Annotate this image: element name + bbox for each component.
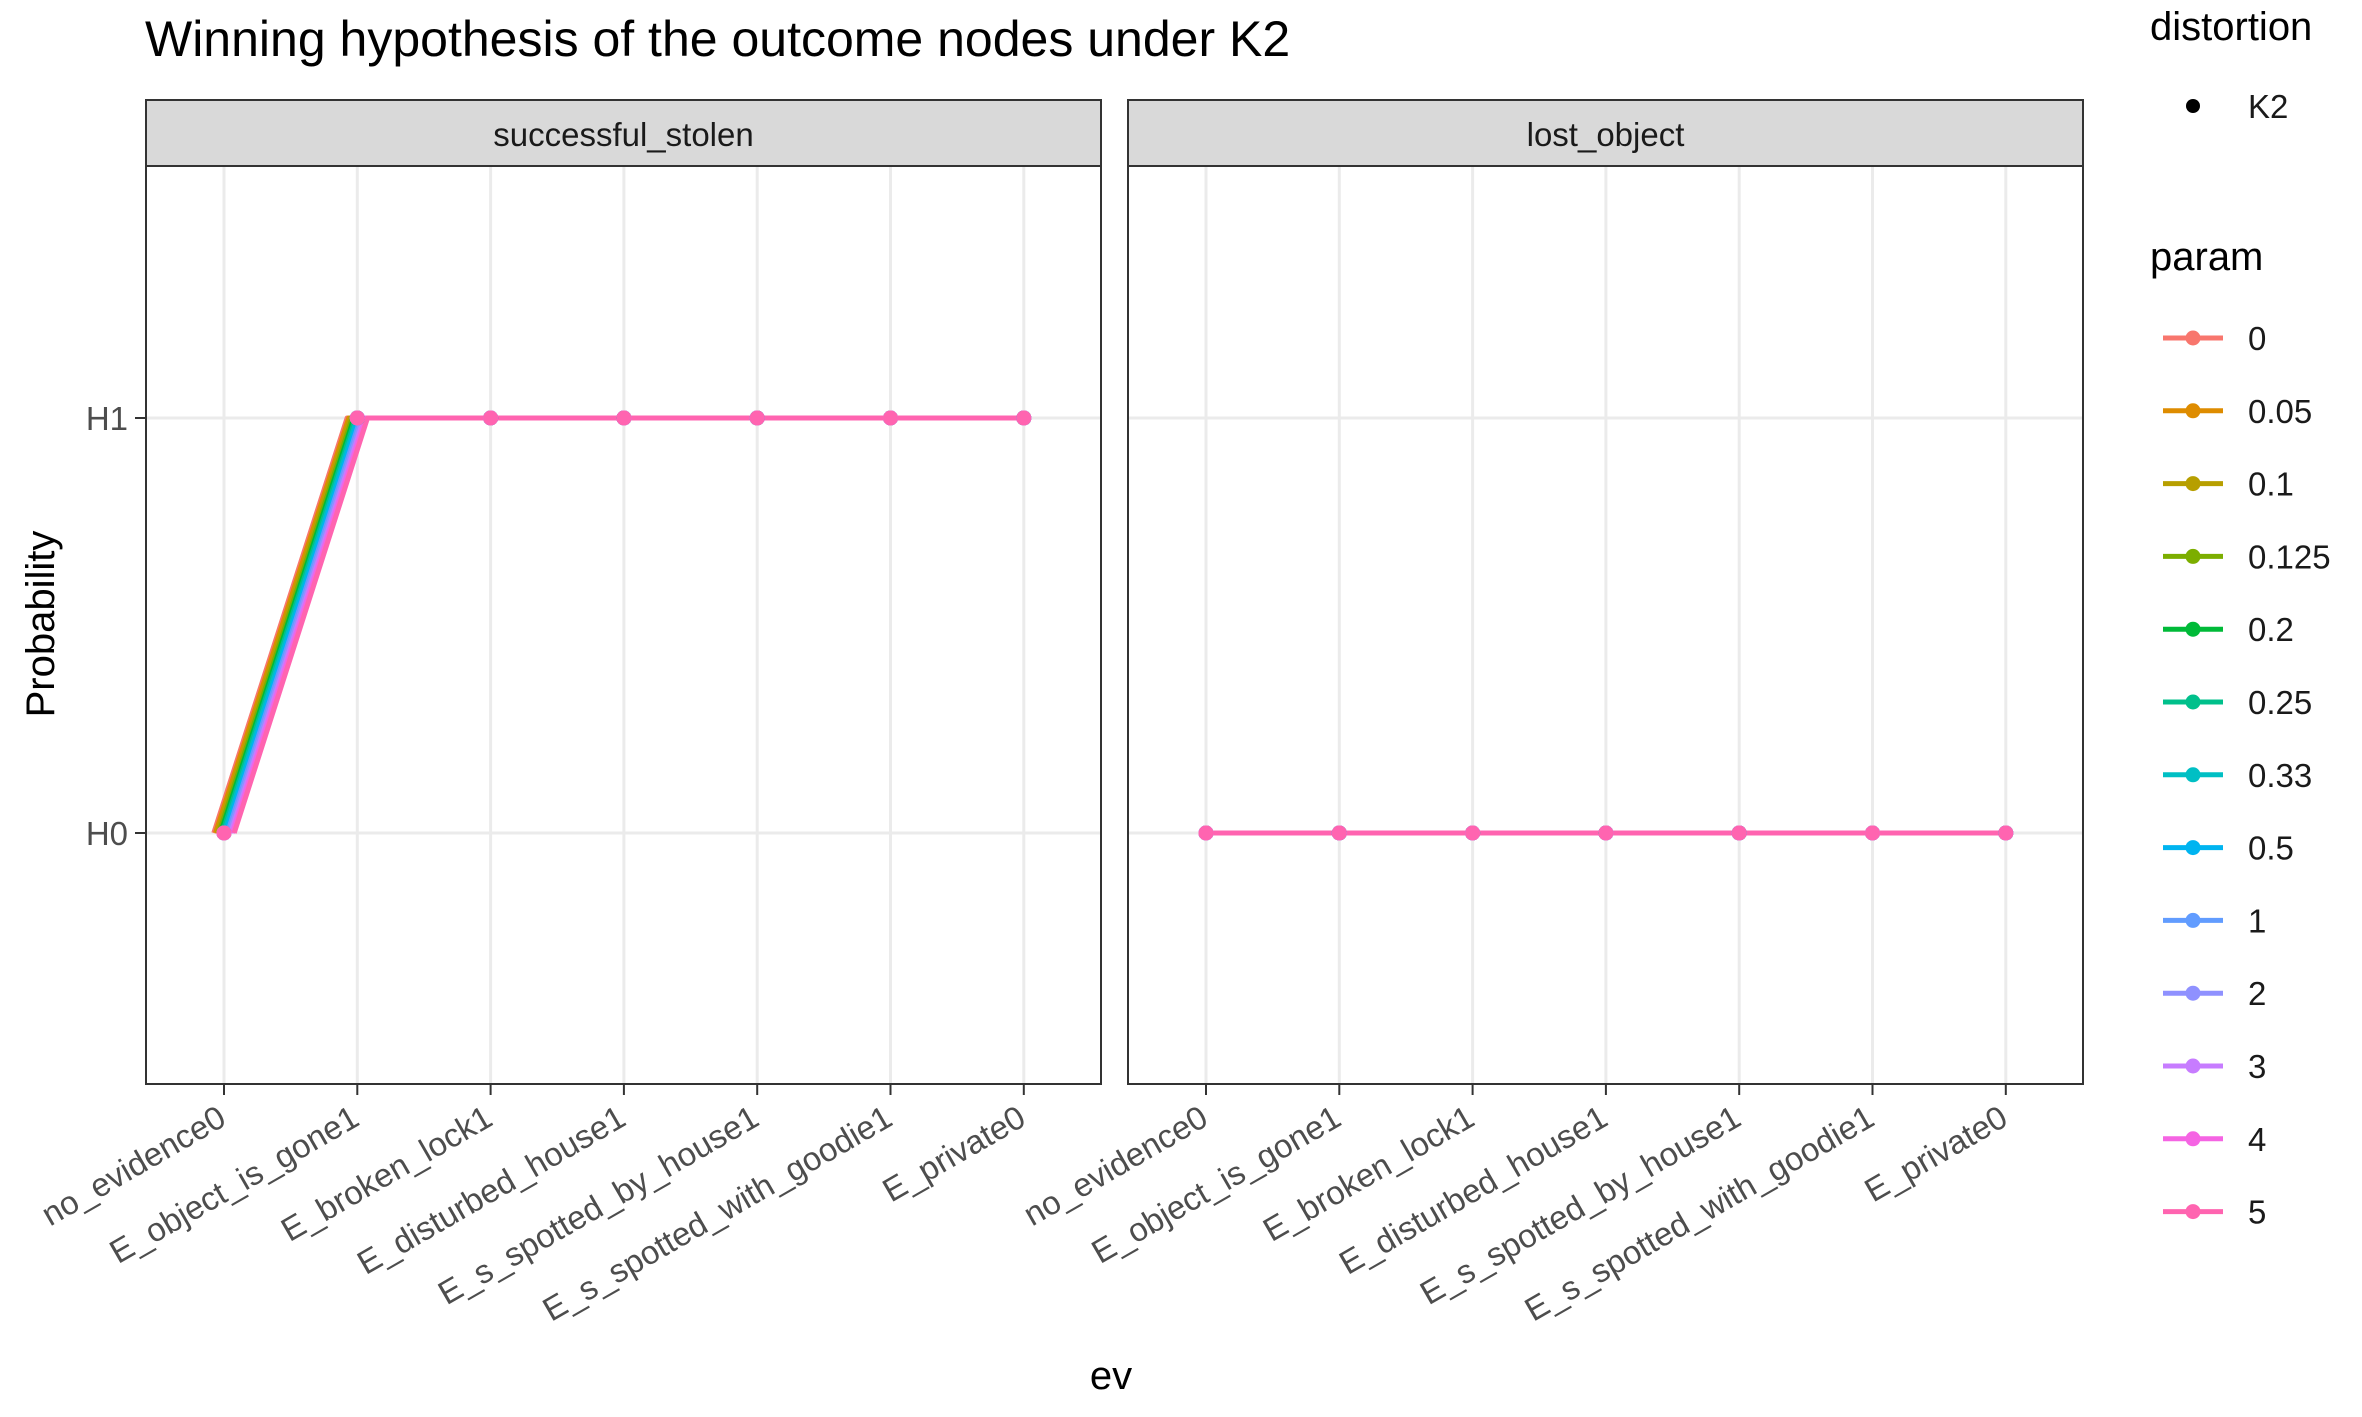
legend-key-point <box>2185 694 2201 710</box>
legend-param-label: 0.125 <box>2248 538 2331 575</box>
facet-panel-0: successful_stolenno_evidence0E_object_is… <box>35 99 1102 1328</box>
data-point <box>1998 825 2014 841</box>
legend-key-point <box>2185 330 2201 346</box>
legend-distortion-key <box>2186 99 2200 113</box>
data-point <box>883 410 898 426</box>
legend-param-label: 0 <box>2248 320 2266 357</box>
legend-distortion-label: K2 <box>2248 88 2288 125</box>
data-point <box>1331 825 1347 841</box>
legend-key-point <box>2185 548 2201 564</box>
legend-param-title: param <box>2150 235 2263 279</box>
legend-key-point <box>2185 1131 2201 1147</box>
data-point <box>483 410 499 426</box>
y-tick-label: H0 <box>86 815 128 852</box>
legend-param-label: 0.25 <box>2248 684 2312 721</box>
data-point <box>1016 410 1032 426</box>
y-tick-label: H1 <box>86 400 128 437</box>
legend-param-label: 3 <box>2248 1048 2266 1085</box>
legend-param-label: 0.5 <box>2248 830 2294 867</box>
legend-key-point <box>2185 621 2201 637</box>
legend-key-point <box>2185 1204 2201 1220</box>
legend-key-point <box>2185 403 2201 419</box>
data-point <box>616 410 632 426</box>
y-axis-title: Probability <box>19 531 63 718</box>
legend: distortion param K2 0 0.05 0.1 0.125 0.2 0.25 0… <box>2150 5 2331 1231</box>
legend-key-point <box>2185 840 2201 856</box>
legend-param-label: 2 <box>2248 975 2266 1012</box>
legend-param-label: 4 <box>2248 1121 2266 1158</box>
data-point <box>1731 825 1747 841</box>
legend-param-label: 0.33 <box>2248 757 2312 794</box>
legend-key-point <box>2185 985 2201 1001</box>
facet-strip-label: successful_stolen <box>493 116 753 153</box>
legend-param-label: 0.05 <box>2248 393 2312 430</box>
legend-key-point <box>2185 767 2201 783</box>
data-point <box>1598 825 1614 841</box>
facet-panel-1: lost_objectno_evidence0E_object_is_gone1… <box>1017 99 2084 1328</box>
facet-strip <box>145 99 1102 167</box>
panels-layer: successful_stolenno_evidence0E_object_is… <box>35 99 2084 1328</box>
data-point <box>1865 825 1880 841</box>
legend-param-label: 5 <box>2248 1194 2266 1231</box>
legend-key-point <box>2185 1058 2201 1074</box>
x-axis-title: ev <box>1090 1354 1132 1398</box>
legend-key-point <box>2185 912 2201 928</box>
facet-strip-label: lost_object <box>1527 116 1685 153</box>
legend-param-label: 0.2 <box>2248 611 2294 648</box>
legend-distortion-title: distortion <box>2150 5 2312 49</box>
data-point <box>749 410 765 426</box>
chart-title: Winning hypothesis of the outcome nodes … <box>145 11 1290 67</box>
data-point <box>1198 825 1214 841</box>
legend-param-label: 0.1 <box>2248 466 2294 503</box>
legend-key-point <box>2185 476 2201 492</box>
data-point <box>216 825 232 841</box>
data-point <box>1465 825 1481 841</box>
data-point <box>349 410 365 426</box>
legend-param-label: 1 <box>2248 902 2266 939</box>
